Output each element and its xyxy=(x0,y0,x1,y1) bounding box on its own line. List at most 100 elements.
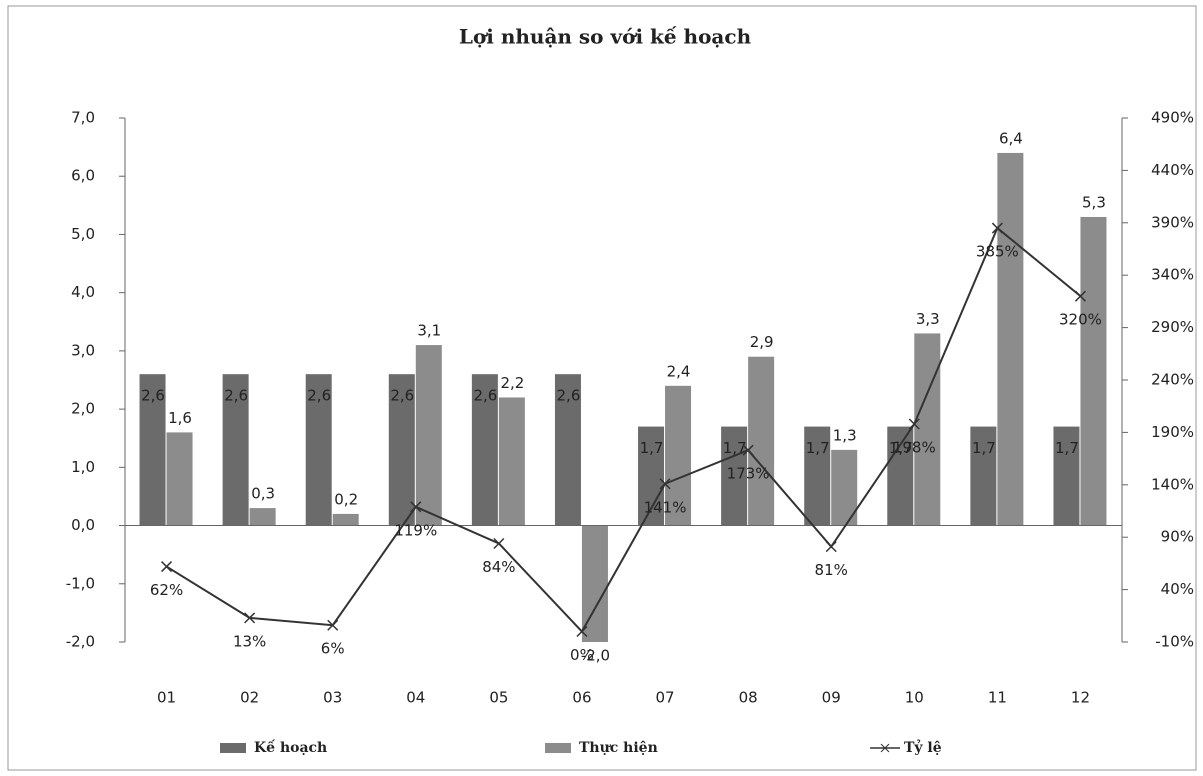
x-tick-label: 09 xyxy=(822,689,841,707)
x-tick-label: 10 xyxy=(905,689,924,707)
bar xyxy=(222,374,249,526)
bar-value-label: 0,3 xyxy=(251,485,275,503)
legend-label: Thực hiện xyxy=(579,740,658,756)
bar xyxy=(305,374,332,526)
y2-tick-label: 490% xyxy=(1151,109,1194,127)
bar xyxy=(914,333,941,526)
bar xyxy=(139,374,166,526)
line-marker xyxy=(742,444,754,456)
bar-value-label: 1,6 xyxy=(168,409,192,427)
bar-value-label: 1,7 xyxy=(640,439,664,457)
y-tick-label: -1,0 xyxy=(66,574,95,592)
line-marker xyxy=(825,541,837,553)
y2-tick-label: 440% xyxy=(1151,161,1194,179)
y2-tick-label: -10% xyxy=(1155,633,1194,651)
bar-value-label: 1,3 xyxy=(833,426,857,444)
bar xyxy=(665,385,692,526)
bar xyxy=(970,426,997,526)
x-tick-label: 08 xyxy=(739,689,758,707)
y-tick-label: -2,0 xyxy=(66,633,95,651)
line-value-label: 81% xyxy=(815,561,848,579)
bar-value-label: 2,6 xyxy=(307,387,331,405)
bar-value-label: 1,7 xyxy=(806,439,830,457)
y2-tick-label: 340% xyxy=(1151,266,1194,284)
bar-value-label: 6,4 xyxy=(999,129,1023,147)
bar-value-label: 2,6 xyxy=(390,387,414,405)
line-marker xyxy=(991,222,1003,234)
x-tick-label: 04 xyxy=(406,689,425,707)
y-tick-label: 0,0 xyxy=(71,516,95,534)
line-value-label: 62% xyxy=(150,581,183,599)
legend-swatch xyxy=(880,743,890,753)
line-value-label: 6% xyxy=(321,640,345,658)
line-value-label: 320% xyxy=(1059,311,1102,329)
x-tick-label: 12 xyxy=(1071,689,1090,707)
x-tick-label: 05 xyxy=(489,689,508,707)
bar xyxy=(554,374,581,526)
bar-value-label: -2,0 xyxy=(581,647,610,665)
y2-tick-label: 190% xyxy=(1151,423,1194,441)
bar xyxy=(166,432,193,526)
bar xyxy=(997,152,1024,526)
line-marker xyxy=(1074,290,1086,302)
x-tick-label: 07 xyxy=(655,689,674,707)
bar-value-label: 5,3 xyxy=(1082,193,1106,211)
bar-value-label: 2,6 xyxy=(224,387,248,405)
y-tick-label: 5,0 xyxy=(71,225,95,243)
bar xyxy=(471,374,498,526)
bar-value-label: 3,1 xyxy=(417,322,441,340)
bar-value-label: 2,6 xyxy=(473,387,497,405)
y-tick-label: 1,0 xyxy=(71,458,95,476)
bar-value-label: 2,2 xyxy=(500,374,524,392)
line-value-label: 141% xyxy=(644,498,687,516)
y2-tick-label: 90% xyxy=(1161,528,1194,546)
line-value-label: 173% xyxy=(727,465,770,483)
bar-value-label: 2,6 xyxy=(141,387,165,405)
x-tick-label: 02 xyxy=(240,689,259,707)
line-value-label: 385% xyxy=(976,243,1019,261)
bar xyxy=(748,356,775,526)
x-tick-label: 11 xyxy=(988,689,1007,707)
line-marker xyxy=(244,612,256,624)
bar xyxy=(332,513,359,526)
legend-swatch xyxy=(545,743,571,753)
y2-tick-label: 290% xyxy=(1151,318,1194,336)
legend-label: Tỷ lệ xyxy=(904,739,942,756)
x-tick-label: 06 xyxy=(572,689,591,707)
bar xyxy=(1080,216,1107,526)
y-tick-label: 3,0 xyxy=(71,341,95,359)
line-marker xyxy=(576,625,588,638)
line-marker xyxy=(327,619,339,631)
bar xyxy=(721,426,748,526)
x-tick-label: 03 xyxy=(323,689,342,707)
y2-tick-label: 390% xyxy=(1151,213,1194,231)
line-marker xyxy=(659,478,671,490)
bar-value-label: 2,9 xyxy=(750,333,774,351)
x-tick-label: 01 xyxy=(157,689,176,707)
bar-value-label: 0,2 xyxy=(334,490,358,508)
bar xyxy=(249,508,276,526)
line-value-label: 84% xyxy=(482,558,515,576)
y2-tick-label: 140% xyxy=(1151,475,1194,493)
line-marker xyxy=(410,501,422,513)
y-tick-label: 4,0 xyxy=(71,283,95,301)
line-marker xyxy=(908,418,920,430)
bar-value-label: 1,7 xyxy=(972,439,996,457)
y-tick-label: 2,0 xyxy=(71,400,95,418)
bar xyxy=(1053,426,1080,526)
y-tick-label: 7,0 xyxy=(71,109,95,127)
line-value-label: 119% xyxy=(394,521,437,539)
bar xyxy=(804,426,831,526)
y2-tick-label: 240% xyxy=(1151,371,1194,389)
bar-value-label: 1,7 xyxy=(1055,439,1079,457)
line-value-label: 198% xyxy=(893,439,936,457)
chart-title: Lợi nhuận so với kế hoạch xyxy=(459,25,752,49)
bar xyxy=(498,397,525,526)
legend-label: Kế hoạch xyxy=(254,738,327,756)
bar xyxy=(388,374,415,526)
y-tick-label: 6,0 xyxy=(71,167,95,185)
line-marker xyxy=(493,537,505,550)
line-value-label: 0% xyxy=(570,646,594,664)
bar xyxy=(415,345,442,526)
